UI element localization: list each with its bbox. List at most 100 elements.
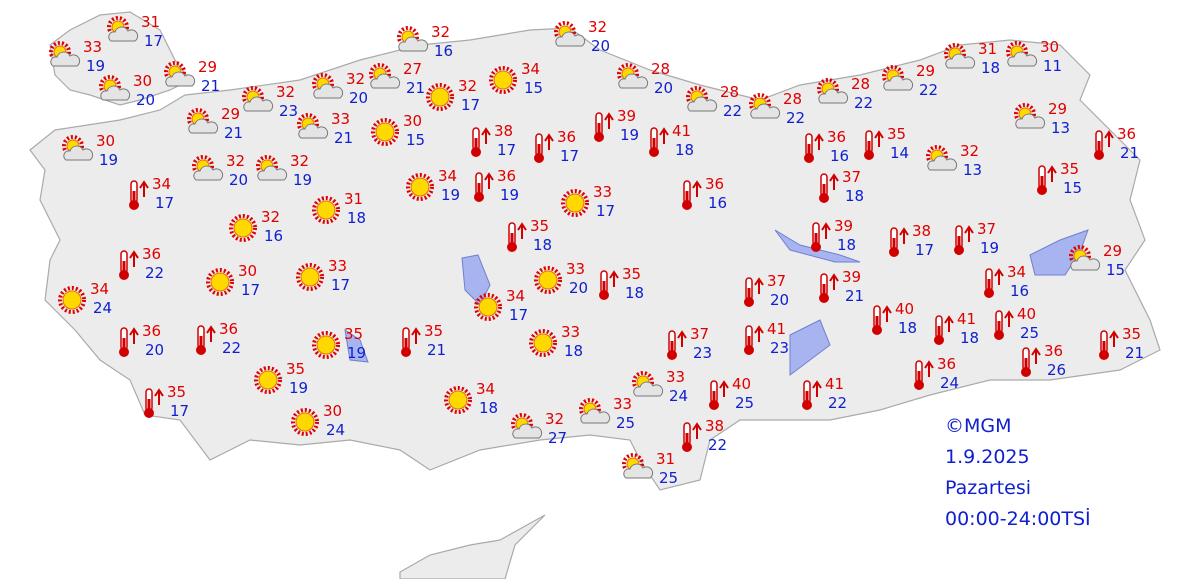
sun-rays [99, 75, 121, 97]
max-temp: 40 [1017, 305, 1036, 323]
sun-rays [632, 371, 654, 393]
max-temp: 28 [651, 60, 670, 78]
min-temp: 19 [86, 57, 105, 75]
sun-rays [426, 83, 454, 111]
min-temp: 22 [854, 94, 873, 112]
up-arrow [754, 277, 764, 294]
sun-rays [296, 263, 324, 291]
min-temp: 25 [659, 469, 678, 487]
max-temp: 41 [957, 310, 976, 328]
min-temp: 20 [136, 91, 155, 109]
up-arrow [882, 305, 892, 322]
cloud [257, 165, 288, 181]
sun-disc [316, 200, 336, 220]
cloud [63, 145, 94, 161]
sun-rays [242, 86, 264, 108]
sun-rays [107, 16, 129, 38]
sun-disc [210, 272, 230, 292]
max-temp: 31 [141, 13, 160, 31]
min-temp: 21 [1120, 144, 1139, 162]
thermometer-level [122, 338, 126, 350]
sun-rays [489, 66, 517, 94]
cloud [633, 381, 664, 397]
cloud [313, 83, 344, 99]
min-temp: 16 [1010, 282, 1029, 300]
min-temp: 17 [241, 281, 260, 299]
max-temp: 37 [690, 325, 709, 343]
land [29, 11, 1161, 580]
thermometer-level [997, 321, 1001, 333]
max-temp: 33 [666, 368, 685, 386]
up-arrow [659, 127, 669, 144]
thermometer-bulb [802, 400, 812, 410]
min-temp: 21 [406, 79, 425, 97]
cloud [883, 75, 914, 91]
sun-rays [474, 293, 502, 321]
max-temp: 31 [344, 190, 363, 208]
max-temp: 36 [937, 355, 956, 373]
thermometer-level [685, 433, 689, 445]
cloud [927, 155, 958, 171]
thermometer-bulb [599, 290, 609, 300]
max-temp: 37 [977, 220, 996, 238]
min-temp: 24 [326, 421, 345, 439]
max-temp: 41 [825, 375, 844, 393]
max-temp: 30 [96, 132, 115, 150]
min-temp: 14 [890, 144, 909, 162]
thermometer-bulb [144, 408, 154, 418]
sun-disc [430, 87, 450, 107]
max-temp: 31 [656, 450, 675, 468]
sun-rays [164, 61, 186, 83]
max-temp: 36 [827, 128, 846, 146]
min-temp: 24 [93, 299, 112, 317]
sun-rays [579, 398, 601, 420]
up-arrow [692, 180, 702, 197]
thermometer-level [474, 138, 478, 150]
max-temp: 32 [431, 23, 450, 41]
min-temp: 24 [669, 387, 688, 405]
max-temp: 32 [261, 208, 280, 226]
max-temp: 33 [83, 38, 102, 56]
up-arrow [129, 250, 139, 267]
sun-rays [444, 386, 472, 414]
cloud [1007, 51, 1038, 67]
max-temp: 35 [167, 383, 186, 401]
min-temp: 21 [334, 129, 353, 147]
sun-rays [944, 43, 966, 65]
sun-disc [300, 267, 320, 287]
cloud [165, 71, 196, 87]
up-arrow [944, 315, 954, 332]
min-temp: 17 [144, 32, 163, 50]
min-temp: 24 [940, 374, 959, 392]
max-temp: 37 [767, 272, 786, 290]
sun-rays [58, 286, 86, 314]
cloud [108, 26, 139, 42]
max-temp: 35 [344, 325, 363, 343]
min-temp: 17 [497, 141, 516, 159]
min-temp: 13 [963, 161, 982, 179]
max-temp: 35 [1060, 160, 1079, 178]
max-temp: 36 [557, 128, 576, 146]
thermometer-level [670, 341, 674, 353]
max-temp: 34 [438, 167, 457, 185]
sun-disc [295, 412, 315, 432]
max-temp: 33 [593, 183, 612, 201]
max-temp: 32 [226, 152, 245, 170]
